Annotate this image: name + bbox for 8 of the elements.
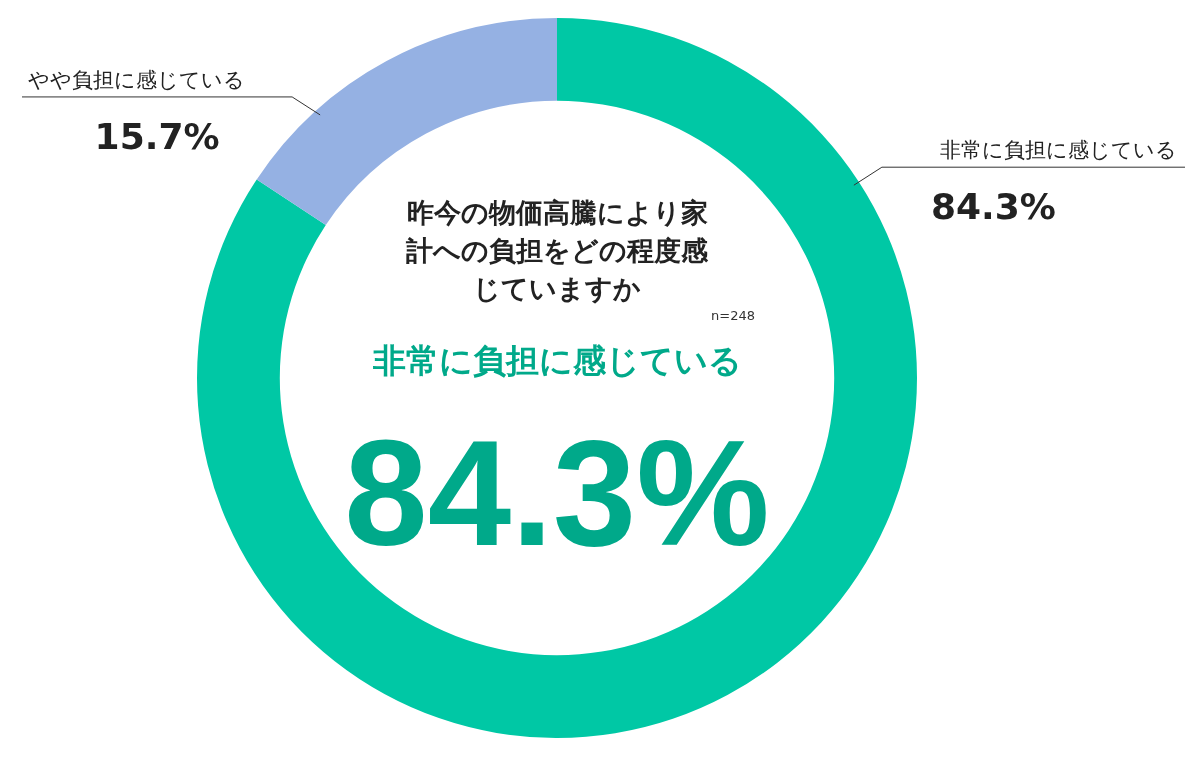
text: n=248: [711, 308, 755, 323]
slice-label: やや負担に感じている: [28, 67, 245, 92]
data-label: 84.3%: [930, 186, 1056, 228]
text: 非常に負担に感じている: [371, 341, 742, 380]
slice-label: 非常に負担に感じている: [940, 138, 1177, 163]
text: 84.3%: [344, 409, 770, 577]
text: 昨今の物価高騰により家計への負担をどの程度感じていますか: [405, 197, 709, 304]
data-label: 15.7%: [94, 115, 220, 157]
